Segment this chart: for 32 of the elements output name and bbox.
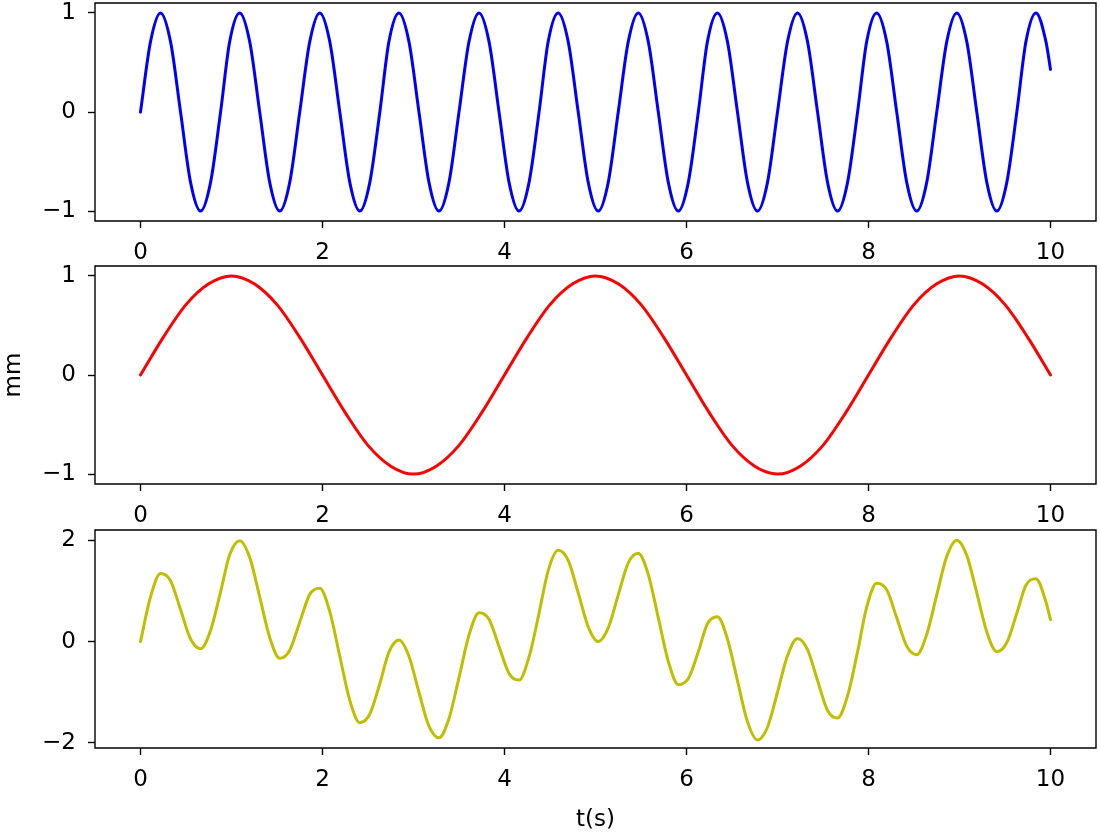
x-tick-label: 8 <box>861 500 876 527</box>
x-tick-label: 8 <box>861 764 876 791</box>
line-series <box>139 274 1052 476</box>
x-tick-label: 0 <box>133 764 148 791</box>
x-tick-label: 4 <box>497 237 512 264</box>
x-tick-label: 6 <box>679 237 694 264</box>
y-tick-label: 1 <box>61 260 76 287</box>
x-tick-label: 4 <box>497 764 512 791</box>
x-tick-label: 2 <box>315 764 330 791</box>
y-tick-label: 0 <box>61 359 76 386</box>
y-tick-label: 0 <box>61 96 76 123</box>
x-axis-title: t(s) <box>576 805 615 832</box>
line-series <box>139 538 1052 742</box>
y-tick-label: 1 <box>61 0 76 24</box>
x-tick-label: 4 <box>497 500 512 527</box>
x-tick-label: 10 <box>1035 764 1066 791</box>
y-tick-label: −1 <box>42 459 76 486</box>
x-tick-label: 8 <box>861 237 876 264</box>
y-tick-label: −1 <box>42 196 76 223</box>
x-tick-label: 2 <box>315 500 330 527</box>
x-tick-label: 6 <box>679 764 694 791</box>
x-tick-label: 2 <box>315 237 330 264</box>
line-series <box>139 11 1052 213</box>
x-tick-label: 10 <box>1035 237 1066 264</box>
x-tick-label: 0 <box>133 237 148 264</box>
y-axis-title: mm <box>0 352 25 398</box>
x-tick-label: 10 <box>1035 500 1066 527</box>
x-tick-label: 6 <box>679 500 694 527</box>
x-tick-label: 0 <box>133 500 148 527</box>
y-tick-label: 0 <box>61 626 76 653</box>
y-tick-label: −2 <box>42 727 76 754</box>
y-tick-label: 2 <box>61 525 76 552</box>
